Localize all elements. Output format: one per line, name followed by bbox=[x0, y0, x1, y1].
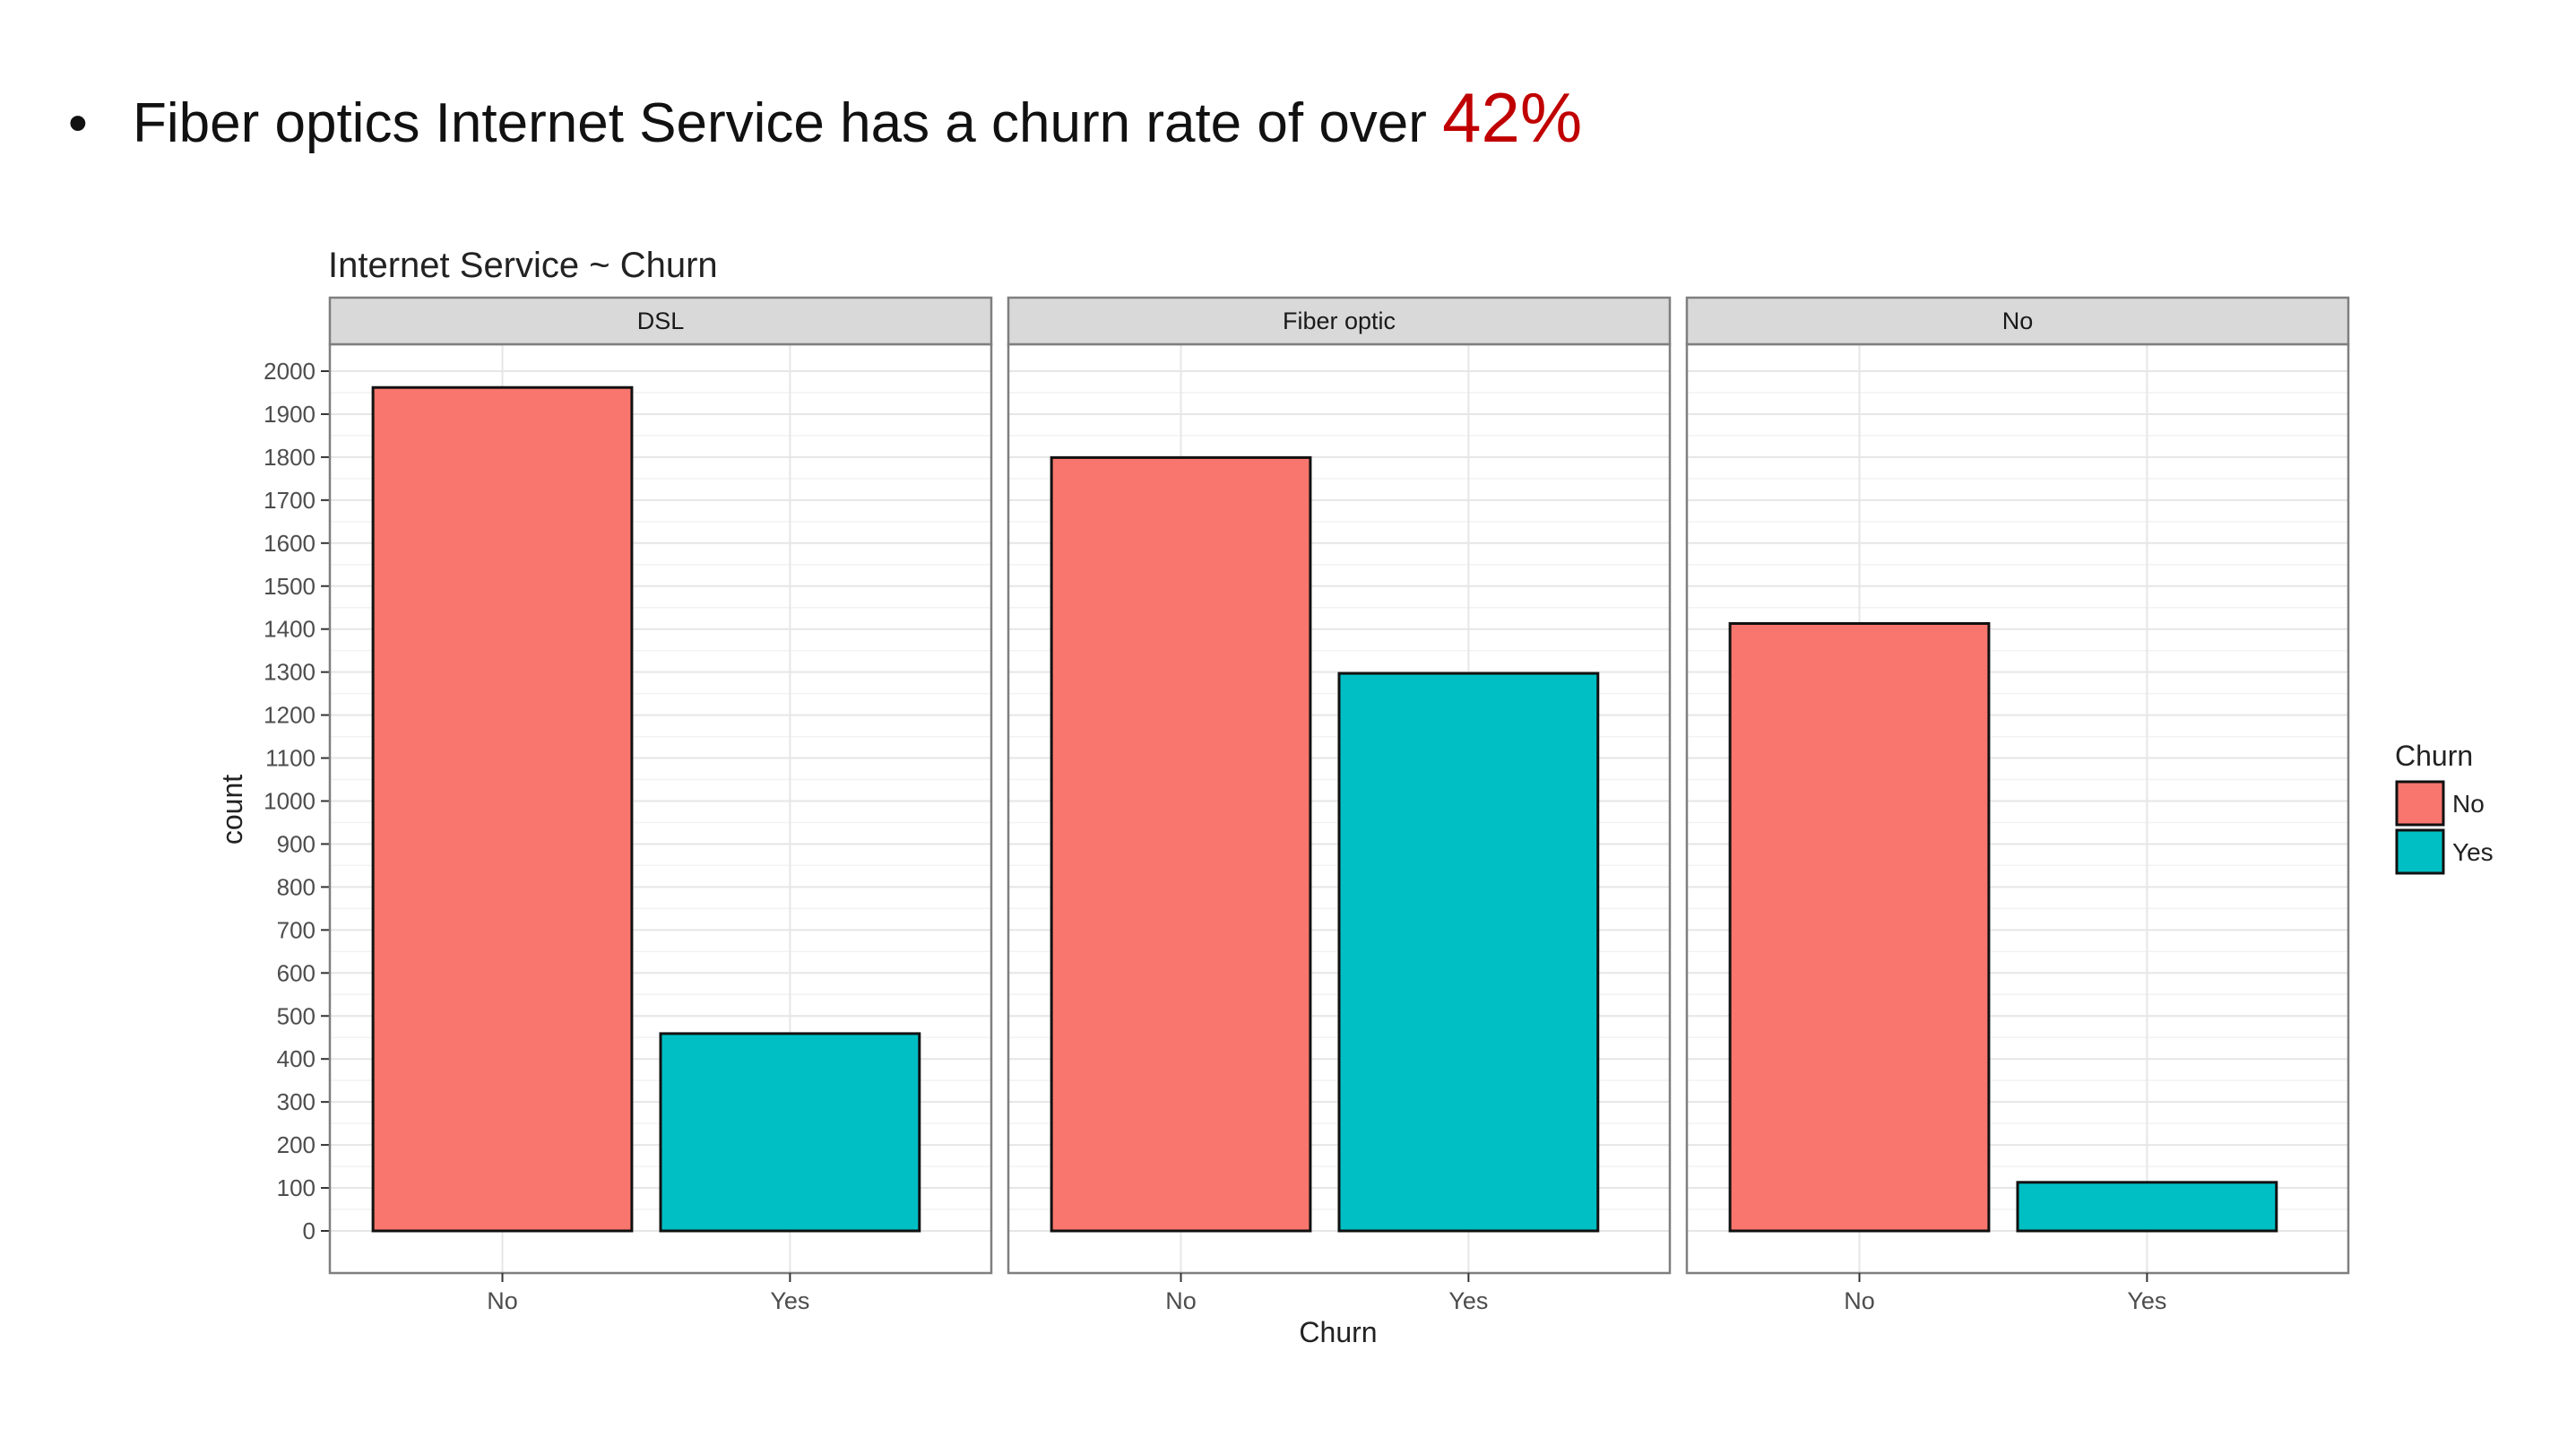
x-axis-label: Churn bbox=[1299, 1316, 1377, 1348]
bar-yes bbox=[2016, 1181, 2278, 1233]
y-tick-label: 700 bbox=[277, 916, 316, 943]
y-tick-label: 800 bbox=[277, 873, 316, 900]
y-tick-label: 100 bbox=[277, 1174, 316, 1201]
facet-strip-label: Fiber optic bbox=[1283, 308, 1396, 334]
x-tick-label: Yes bbox=[1448, 1287, 1488, 1314]
bullet-point: • Fiber optics Internet Service has a chu… bbox=[68, 82, 1582, 152]
bar-yes bbox=[1337, 671, 1600, 1233]
facet-strip bbox=[1685, 296, 2350, 346]
y-tick-label: 1000 bbox=[264, 788, 316, 815]
legend-swatch bbox=[2395, 828, 2445, 875]
y-tick-label: 200 bbox=[277, 1131, 316, 1158]
y-tick-label: 0 bbox=[303, 1217, 316, 1244]
y-tick-label: 1300 bbox=[264, 659, 316, 686]
y-tick-label: 1600 bbox=[264, 530, 316, 557]
facet-panel: No No Yes bbox=[1685, 296, 2350, 1314]
legend-label: No bbox=[2452, 790, 2485, 818]
bullet-text: Fiber optics Internet Service has a chur… bbox=[133, 92, 1443, 154]
x-tick-label: No bbox=[487, 1287, 518, 1314]
y-tick-label: 2000 bbox=[264, 358, 316, 385]
bar-no bbox=[371, 385, 634, 1233]
facet-strip-label: DSL bbox=[637, 308, 685, 334]
y-axis: 0 100 200 300 400 500 600 700 800 900 1000 1100 1200… bbox=[264, 358, 330, 1244]
legend-label: Yes bbox=[2452, 838, 2494, 866]
y-tick-label: 400 bbox=[277, 1045, 316, 1072]
facet-strip bbox=[1007, 296, 1672, 346]
bar-no bbox=[1050, 455, 1312, 1233]
y-tick-label: 500 bbox=[277, 1002, 316, 1029]
y-tick-label: 1700 bbox=[264, 487, 316, 514]
x-tick-label: No bbox=[1844, 1287, 1875, 1314]
x-tick-label: Yes bbox=[2127, 1287, 2166, 1314]
legend: Churn No Yes bbox=[2395, 740, 2494, 875]
x-tick-label: Yes bbox=[770, 1287, 809, 1314]
facet-panels: DSL No Yes Fiber optic No Yes No No Yes bbox=[328, 296, 2350, 1314]
bullet-symbol: • bbox=[68, 92, 88, 154]
y-tick-label: 900 bbox=[277, 830, 316, 857]
facet-strip bbox=[328, 296, 993, 346]
y-tick-label: 1200 bbox=[264, 702, 316, 729]
facet-panel: Fiber optic No Yes bbox=[1007, 296, 1672, 1314]
chart-title: Internet Service ~ Churn bbox=[328, 246, 718, 285]
bar-yes bbox=[659, 1032, 921, 1233]
y-tick-label: 1900 bbox=[264, 401, 316, 428]
y-axis-label: count bbox=[216, 775, 248, 845]
bullet-highlight-value: 42% bbox=[1442, 78, 1583, 157]
y-tick-label: 1800 bbox=[264, 444, 316, 471]
y-tick-label: 300 bbox=[277, 1088, 316, 1115]
legend-title: Churn bbox=[2395, 740, 2473, 772]
bar-no bbox=[1728, 621, 1991, 1233]
x-tick-label: No bbox=[1165, 1287, 1197, 1314]
y-tick-label: 1100 bbox=[265, 745, 316, 772]
facet-panel: DSL No Yes bbox=[328, 296, 993, 1314]
y-tick-label: 600 bbox=[277, 959, 316, 986]
y-tick-label: 1400 bbox=[264, 616, 316, 643]
facet-strip-label: No bbox=[2002, 308, 2034, 334]
legend-swatch bbox=[2395, 780, 2445, 827]
y-tick-label: 1500 bbox=[264, 573, 316, 600]
